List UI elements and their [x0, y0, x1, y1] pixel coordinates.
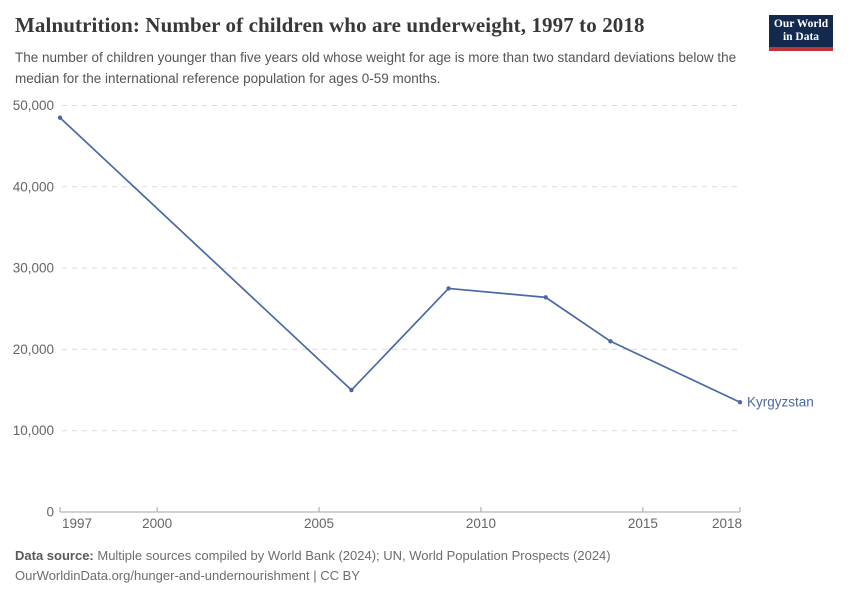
- y-tick-label: 40,000: [13, 179, 54, 194]
- x-tick-label: 2018: [712, 516, 742, 531]
- trend-line[interactable]: [59, 117, 741, 404]
- data-point[interactable]: [349, 387, 354, 393]
- series-end-label: Kyrgyzstan: [747, 395, 814, 410]
- owid-logo-line1: Our World: [773, 18, 829, 30]
- footer-link[interactable]: OurWorldinData.org/hunger-and-undernouri…: [15, 568, 360, 583]
- data-source-text: Multiple sources compiled by World Bank …: [93, 548, 611, 563]
- y-tick-label: 0: [46, 505, 54, 520]
- x-tick-label: 2000: [142, 516, 172, 531]
- y-tick-label: 10,000: [13, 423, 54, 438]
- owid-logo-line2: in Data: [782, 31, 820, 43]
- x-tick-label: 2005: [304, 516, 334, 531]
- y-tick-label: 30,000: [13, 261, 54, 276]
- owid-logo[interactable]: Our World in Data: [769, 15, 833, 51]
- data-point[interactable]: [446, 286, 451, 291]
- data-source-line: Data source: Multiple sources compiled b…: [15, 548, 611, 563]
- x-tick-label: 2015: [628, 516, 658, 531]
- data-source-label: Data source:: [15, 548, 94, 563]
- data-point[interactable]: [543, 295, 548, 300]
- y-tick-label: 20,000: [13, 342, 54, 357]
- chart-title: Malnutrition: Number of children who are…: [15, 13, 645, 37]
- x-tick-label: 2010: [466, 516, 496, 531]
- y-tick-label: 50,000: [13, 98, 54, 113]
- data-point[interactable]: [737, 400, 743, 405]
- data-point[interactable]: [608, 339, 613, 344]
- x-tick-label: 1997: [62, 516, 92, 531]
- chart-subtitle: The number of children younger than five…: [15, 50, 737, 86]
- data-point[interactable]: [57, 115, 63, 120]
